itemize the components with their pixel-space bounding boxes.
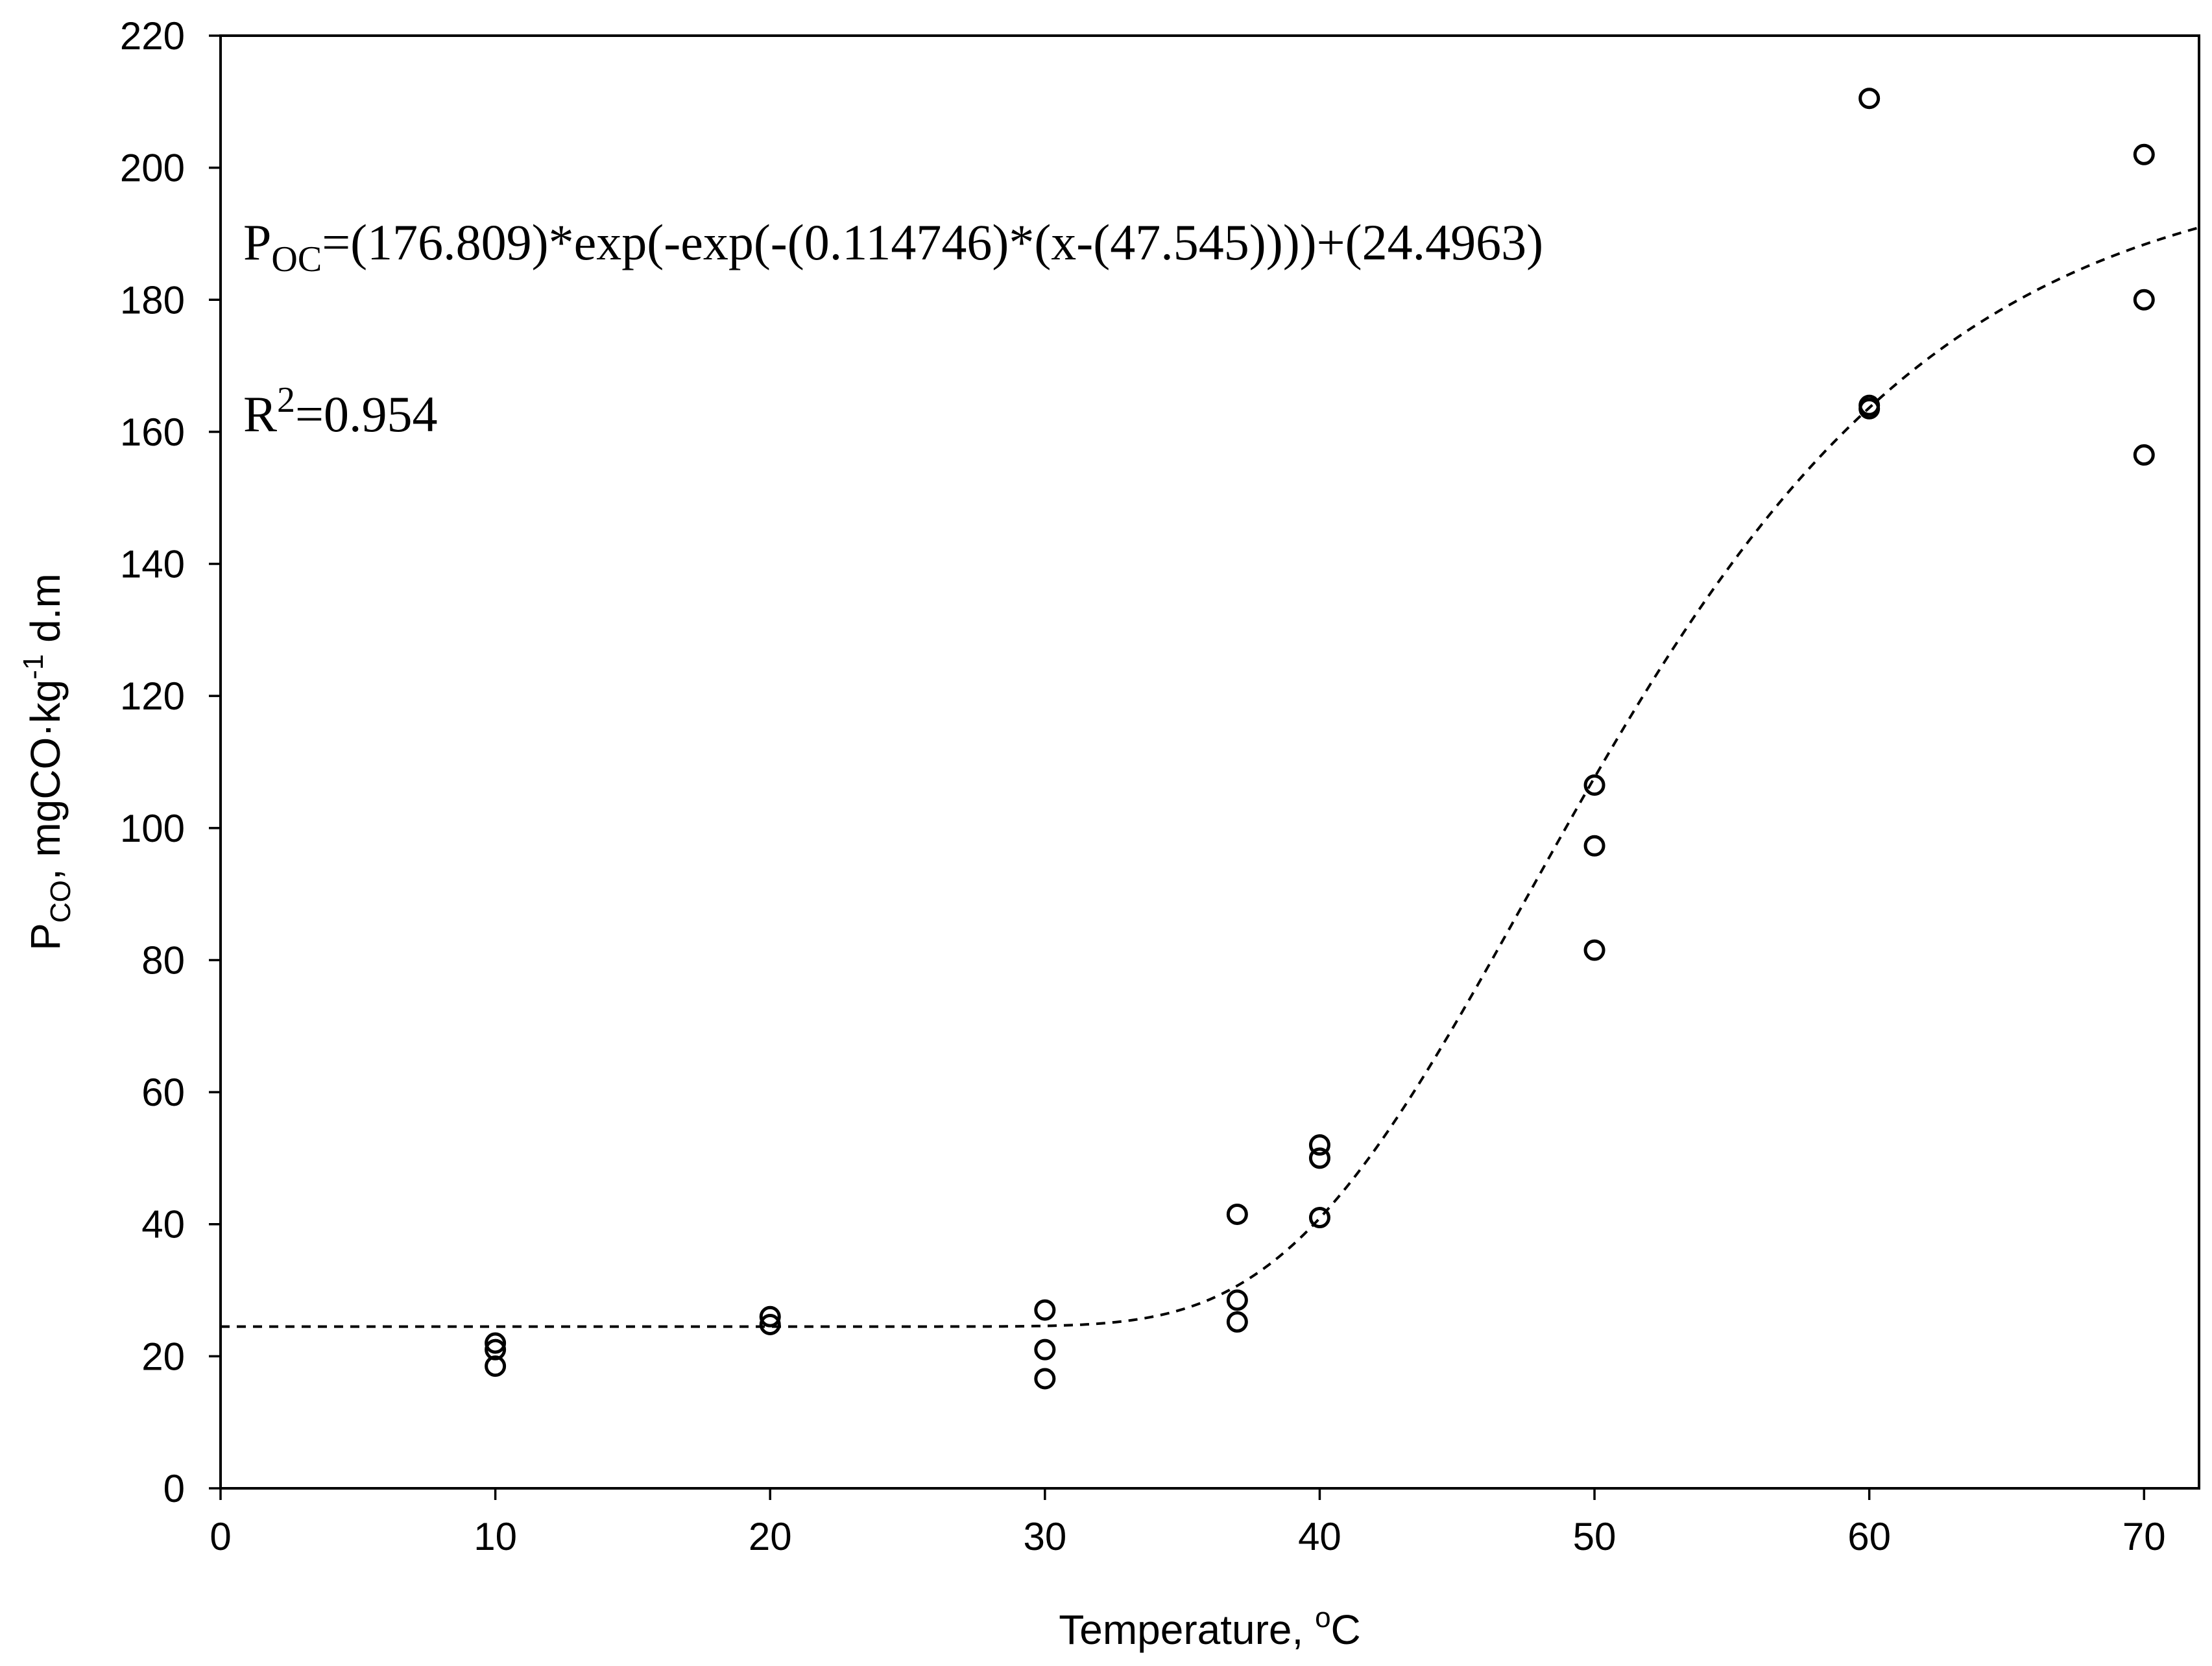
x-tick-label: 0 [210, 1515, 231, 1558]
data-point [1226, 1311, 1248, 1333]
data-point [1034, 1368, 1056, 1390]
data-point [1308, 1207, 1330, 1229]
data-point [1034, 1339, 1056, 1361]
y-tick-label: 220 [120, 14, 185, 58]
data-point [1308, 1147, 1330, 1169]
data-point [1583, 939, 1605, 961]
data-points [485, 88, 2155, 1390]
r-squared-annotation: R2=0.954 [243, 380, 438, 442]
data-point [485, 1339, 507, 1361]
y-axis-title: PCO, mgCO·kg-1 d.m [18, 573, 77, 951]
data-point [1583, 774, 1605, 796]
y-tick-label: 60 [141, 1071, 185, 1114]
data-point [759, 1305, 781, 1327]
x-tick-label: 20 [749, 1515, 792, 1558]
y-tick-label: 100 [120, 807, 185, 850]
equation-annotation: POC=(176.809)*exp(-exp(-(0.114746)*(x-(4… [243, 214, 1543, 280]
data-point [759, 1313, 781, 1335]
data-point [485, 1355, 507, 1377]
data-point [2133, 289, 2155, 311]
y-tick-label: 120 [120, 674, 185, 718]
y-tick-label: 160 [120, 411, 185, 454]
plot-frame [219, 34, 2200, 1490]
x-tick-label: 50 [1573, 1515, 1617, 1558]
y-axis-ticks: 0 20 40 60 80 100 120 140 160 180 200 220 [120, 14, 221, 1510]
data-point [1858, 88, 1881, 110]
data-point [1226, 1289, 1248, 1311]
x-tick-label: 40 [1298, 1515, 1341, 1558]
fit-curve [221, 226, 2200, 1328]
data-point [2133, 143, 2155, 165]
x-axis-ticks: 0 10 20 30 40 50 60 70 [210, 1488, 2166, 1558]
x-tick-label: 30 [1023, 1515, 1066, 1558]
y-tick-label: 180 [120, 278, 185, 322]
data-point [1308, 1134, 1330, 1156]
x-tick-label: 70 [2122, 1515, 2166, 1558]
y-tick-label: 200 [120, 147, 185, 190]
y-tick-label: 20 [141, 1335, 185, 1378]
data-point [1858, 398, 1881, 420]
data-point [2133, 444, 2155, 466]
data-point [1034, 1299, 1056, 1321]
data-point [485, 1332, 507, 1354]
y-tick-label: 80 [141, 938, 185, 982]
data-point [1226, 1203, 1248, 1225]
x-axis-title: Temperature, oC [1059, 1602, 1361, 1653]
data-point [1583, 835, 1605, 857]
y-tick-label: 0 [163, 1467, 185, 1510]
x-tick-label: 60 [1847, 1515, 1891, 1558]
y-tick-label: 140 [120, 543, 185, 586]
x-tick-label: 10 [474, 1515, 517, 1558]
y-tick-label: 40 [141, 1203, 185, 1246]
